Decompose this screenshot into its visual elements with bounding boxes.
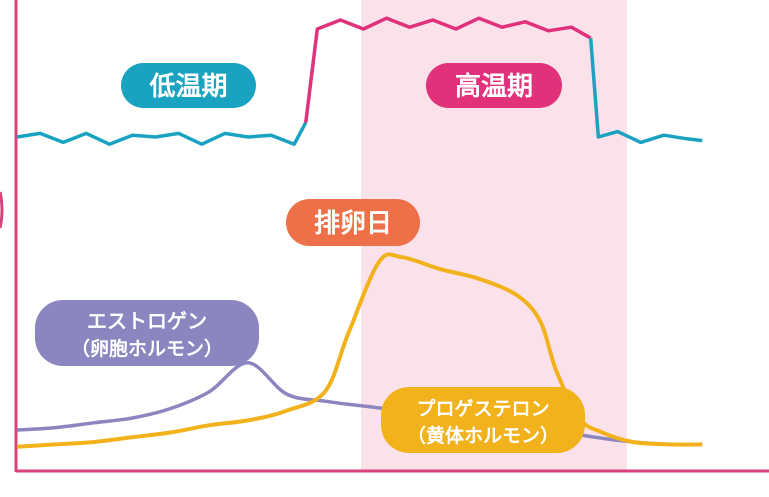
estrogen-sublabel: （卵胞ホルモン） xyxy=(71,337,223,360)
ovulation-label: 排卵日 xyxy=(286,199,420,246)
progesterone-sublabel: （黄体ホルモン） xyxy=(407,424,559,447)
estrogen-line xyxy=(16,361,703,447)
progesterone-label: プロゲステロン xyxy=(416,397,549,420)
progesterone-legend: プロゲステロン （黄体ホルモン） xyxy=(381,387,585,453)
temperature-line-low-1 xyxy=(16,121,308,146)
series-lines xyxy=(16,16,703,449)
edge-mark xyxy=(0,191,4,229)
high-temp-label-text: 高温期 xyxy=(455,71,533,102)
temperature-line-low-2 xyxy=(588,37,703,145)
progesterone-line xyxy=(16,252,703,449)
ovulation-label-text: 排卵日 xyxy=(314,209,392,239)
temperature-line-high xyxy=(304,16,592,123)
low-temp-label: 低温期 xyxy=(121,63,256,108)
estrogen-label: エストロゲン xyxy=(87,309,207,333)
high-temp-label: 高温期 xyxy=(426,63,562,108)
estrogen-legend: エストロゲン （卵胞ホルモン） xyxy=(35,300,259,366)
axes xyxy=(0,0,769,473)
low-temp-label-text: 低温期 xyxy=(148,72,227,102)
